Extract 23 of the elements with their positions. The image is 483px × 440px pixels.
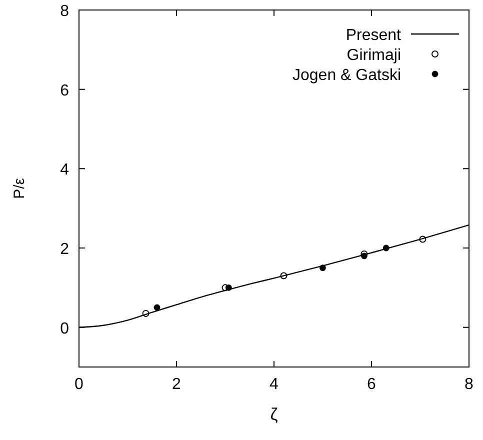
y-tick-label: 8 bbox=[60, 3, 70, 20]
y-tick-label: 2 bbox=[60, 241, 70, 258]
y-tick-label: 4 bbox=[60, 162, 70, 179]
x-tick-label: 0 bbox=[74, 376, 84, 393]
y-axis-title: P/ε bbox=[11, 178, 28, 199]
x-axis-title: ζ bbox=[270, 405, 278, 424]
legend-label: Girimaji bbox=[346, 47, 401, 64]
legend-label: Jogen & Gatski bbox=[292, 67, 401, 84]
point bbox=[280, 272, 288, 280]
y-tick-label: 0 bbox=[60, 320, 70, 338]
y-tick-label: 6 bbox=[60, 82, 70, 100]
x-tick-label: 4 bbox=[270, 376, 279, 393]
point bbox=[225, 284, 232, 291]
x-tick-label: 6 bbox=[367, 376, 376, 393]
legend-label: Present bbox=[346, 27, 402, 44]
point bbox=[419, 236, 426, 243]
point bbox=[154, 304, 160, 311]
point bbox=[320, 264, 326, 272]
x-tick-label: 8 bbox=[464, 376, 474, 393]
point bbox=[382, 244, 390, 252]
point bbox=[142, 310, 150, 317]
x-tick-label: 2 bbox=[172, 376, 182, 393]
point bbox=[360, 252, 368, 260]
